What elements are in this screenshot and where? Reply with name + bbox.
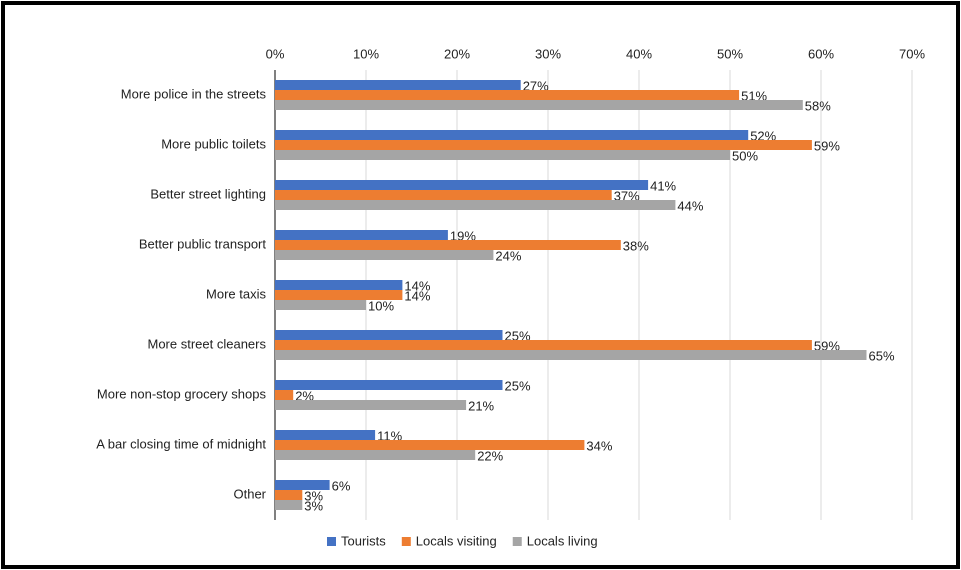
y-tick-label: More police in the streets <box>121 86 267 101</box>
legend-swatch <box>512 537 522 546</box>
bar <box>275 180 649 190</box>
data-label: 22% <box>477 448 503 463</box>
data-label: 6% <box>332 478 351 493</box>
bar <box>275 240 621 250</box>
data-label: 37% <box>614 188 640 203</box>
bar <box>275 140 812 150</box>
bar <box>275 80 521 90</box>
y-tick-label: A bar closing time of midnight <box>96 436 266 451</box>
data-label: 25% <box>505 328 531 343</box>
x-tick-label: 50% <box>717 46 743 61</box>
bar <box>275 90 740 100</box>
bar <box>275 490 303 500</box>
bar <box>275 290 403 300</box>
bar <box>275 380 503 390</box>
y-tick-label: Other <box>233 486 266 501</box>
y-tick-label: More taxis <box>206 286 266 301</box>
x-tick-label: 60% <box>808 46 834 61</box>
bar <box>275 100 803 110</box>
bar <box>275 150 730 160</box>
bar <box>275 390 294 400</box>
data-label: 59% <box>814 338 840 353</box>
x-tick-label: 10% <box>353 46 379 61</box>
legend-label: Tourists <box>341 533 386 548</box>
x-tick-label: 0% <box>266 46 285 61</box>
bar <box>275 200 676 210</box>
bar <box>275 400 467 410</box>
bar <box>275 450 476 460</box>
data-label: 3% <box>304 498 323 513</box>
bar <box>275 330 503 340</box>
data-label: 11% <box>377 428 402 443</box>
data-label: 24% <box>495 248 521 263</box>
bar <box>275 190 612 200</box>
y-tick-label: More street cleaners <box>148 336 267 351</box>
y-tick-label: More public toilets <box>161 136 266 151</box>
data-label: 51% <box>741 88 767 103</box>
legend-swatch <box>401 537 411 546</box>
data-label: 14% <box>404 278 430 293</box>
data-label: 58% <box>805 98 831 113</box>
bar <box>275 230 448 240</box>
legend-swatch <box>327 537 336 546</box>
data-label: 19% <box>450 228 476 243</box>
legend-label: Locals visiting <box>416 533 497 548</box>
bar <box>275 500 303 510</box>
bar <box>275 340 812 350</box>
data-label: 44% <box>677 198 703 213</box>
data-label: 59% <box>814 138 840 153</box>
y-tick-label: More non-stop grocery shops <box>97 386 267 401</box>
bar <box>275 480 330 490</box>
data-label: 50% <box>732 148 758 163</box>
x-tick-label: 30% <box>535 46 561 61</box>
bar <box>275 250 494 260</box>
x-tick-label: 20% <box>444 46 470 61</box>
legend-label: Locals living <box>527 533 598 548</box>
bar <box>275 430 376 440</box>
data-label: 34% <box>586 438 612 453</box>
x-tick-label: 40% <box>626 46 652 61</box>
data-label: 65% <box>869 348 895 363</box>
data-label: 21% <box>468 398 494 413</box>
bar <box>275 280 403 290</box>
data-label: 10% <box>368 298 394 313</box>
bar <box>275 300 366 310</box>
y-tick-label: Better street lighting <box>150 186 266 201</box>
bar <box>275 130 749 140</box>
data-label: 2% <box>295 388 314 403</box>
data-label: 27% <box>523 78 549 93</box>
bar <box>275 350 867 360</box>
data-label: 14% <box>404 288 430 303</box>
data-label: 52% <box>750 128 776 143</box>
x-tick-label: 70% <box>899 46 925 61</box>
y-tick-label: Better public transport <box>139 236 267 251</box>
data-label: 41% <box>650 178 676 193</box>
data-label: 38% <box>623 238 649 253</box>
bar <box>275 440 585 450</box>
data-label: 3% <box>304 488 323 503</box>
data-label: 25% <box>505 378 531 393</box>
